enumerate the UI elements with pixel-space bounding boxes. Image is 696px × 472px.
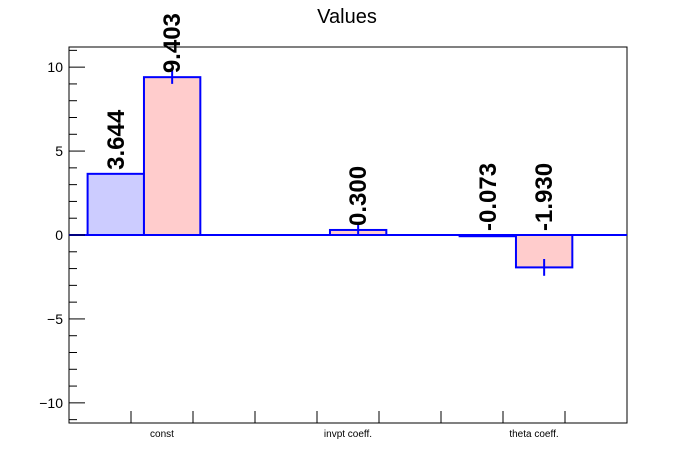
y-tick-label: 5 xyxy=(55,143,63,159)
category-label-const: const xyxy=(150,429,174,440)
axes-layer: −10 −5 0 5 10 const invpt coeff. theta coeff. xyxy=(39,49,627,440)
category-label-invpt-coeff: invpt coeff. xyxy=(324,429,372,440)
value-label-const-series-1: 3.644 xyxy=(103,109,130,170)
y-tick-label: 0 xyxy=(55,227,63,243)
value-label-theta-coeff-series-2: -1.930 xyxy=(531,163,558,231)
value-label-invpt-coeff-series-2: 0.300 xyxy=(345,166,372,226)
value-labels-layer: 3.644 -0.073 9.403 0.300 -1.930 xyxy=(103,13,558,231)
category-label-theta-coeff: theta coeff. xyxy=(509,429,558,440)
value-label-const-series-2: 9.403 xyxy=(159,13,186,73)
chart-title: Values xyxy=(317,6,377,28)
y-tick-label: −5 xyxy=(47,311,63,327)
y-tick-label: −10 xyxy=(39,395,63,411)
value-label-theta-coeff-series-1: -0.073 xyxy=(475,163,502,231)
bar-const-series-2 xyxy=(142,76,202,236)
y-tick-label: 10 xyxy=(47,59,63,75)
error-bars-layer xyxy=(171,70,546,276)
bar-const-series-1 xyxy=(86,172,145,236)
